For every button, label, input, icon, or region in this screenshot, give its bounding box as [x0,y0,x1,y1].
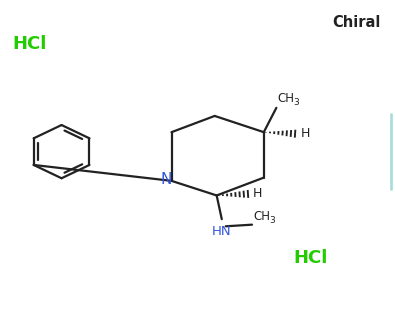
Text: Chiral: Chiral [333,15,381,30]
Text: CH: CH [278,92,295,105]
Text: CH: CH [254,210,271,223]
Text: HN: HN [212,225,231,238]
Text: HCl: HCl [293,249,327,267]
Text: H: H [300,127,310,140]
Text: HCl: HCl [13,35,47,53]
Text: 3: 3 [269,216,275,225]
Text: 3: 3 [293,98,299,107]
Text: N: N [161,172,172,187]
Text: H: H [253,187,263,200]
